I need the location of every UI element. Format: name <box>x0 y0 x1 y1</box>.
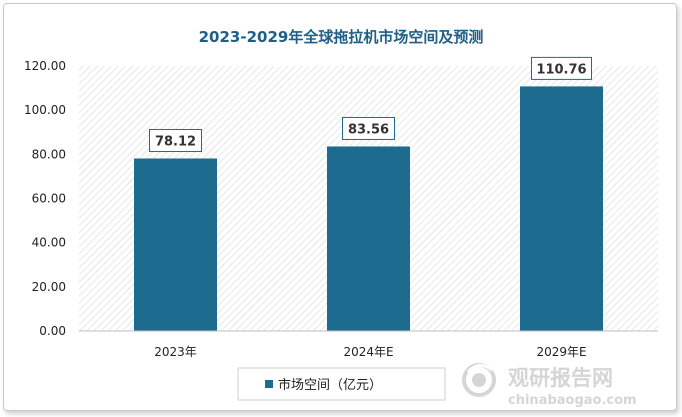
y-tick-label: 60.00 <box>32 192 66 206</box>
y-tick-label: 100.00 <box>24 103 66 117</box>
y-tick-label: 20.00 <box>32 280 66 294</box>
data-label-box <box>531 56 592 80</box>
x-axis: 2023年 2024年E 2029年E <box>154 345 586 359</box>
y-tick-label: 80.00 <box>32 147 66 161</box>
watermark-logo-icon <box>462 363 496 397</box>
data-label-box <box>342 116 395 140</box>
watermark-url: chinabaogao.com <box>508 393 637 408</box>
bars: 78.12 83.56 110.76 <box>134 56 603 331</box>
x-tick-label: 2024年E <box>343 345 393 359</box>
bar <box>327 146 410 331</box>
legend: 市场空间（亿元） <box>237 367 446 401</box>
x-tick-label: 2029年E <box>536 345 586 359</box>
watermark: 观研报告网 chinabaogao.com <box>462 363 637 408</box>
data-label-box <box>149 128 202 152</box>
x-tick-label: 2023年 <box>154 345 197 359</box>
data-label: 83.56 <box>348 122 389 137</box>
watermark-brand: 观研报告网 <box>508 366 613 390</box>
bar <box>134 158 217 331</box>
y-tick-label: 120.00 <box>24 59 66 73</box>
legend-label: 市场空间（亿元） <box>278 377 382 393</box>
bar <box>520 86 603 331</box>
data-label: 110.76 <box>536 62 586 77</box>
chart-title: 2023-2029年全球拖拉机市场空间及预测 <box>199 28 484 46</box>
y-tick-label: 40.00 <box>32 236 66 250</box>
y-tick-label: 0.00 <box>39 324 66 338</box>
y-axis: 0.00 20.00 40.00 60.00 80.00 100.00 120.00 <box>24 59 66 338</box>
data-label: 78.12 <box>155 134 196 149</box>
legend-swatch <box>265 380 273 388</box>
